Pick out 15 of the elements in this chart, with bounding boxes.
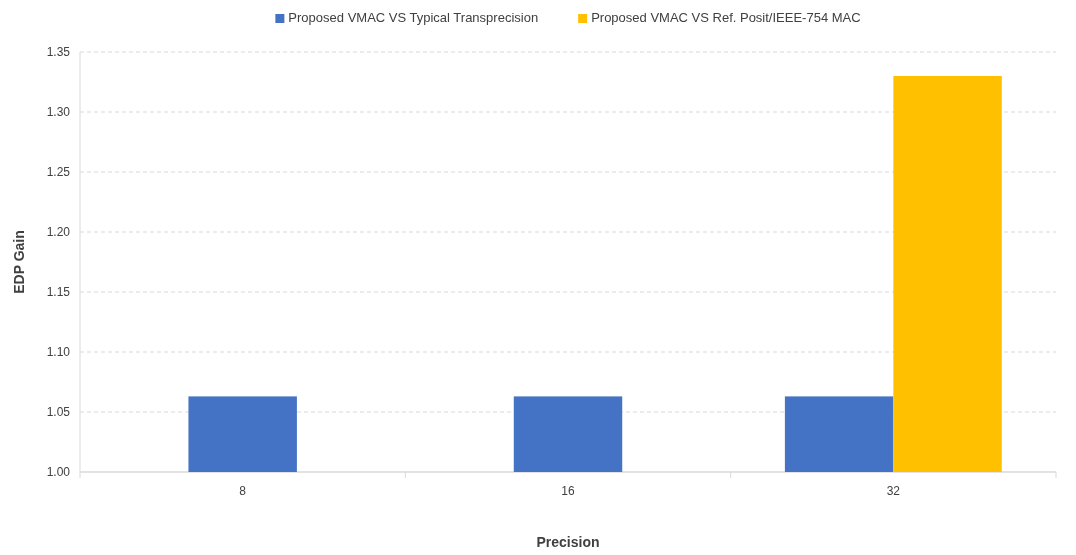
x-axis-title: Precision: [536, 534, 600, 550]
y-tick-label: 1.30: [46, 105, 71, 120]
y-tick-label: 1.20: [46, 225, 71, 240]
y-tick-label: 1.35: [46, 45, 71, 60]
y-axis-title: EDP Gain: [11, 230, 27, 294]
legend-label: Proposed VMAC VS Ref. Posit/IEEE-754 MAC: [591, 10, 861, 25]
y-tick-label: 1.05: [46, 405, 71, 420]
y-tick-label: 1.00: [46, 465, 71, 480]
x-tick-label: 8: [239, 483, 247, 498]
y-tick-label: 1.15: [46, 285, 71, 300]
x-tick-label: 16: [561, 483, 575, 498]
y-tick-label: 1.25: [46, 165, 71, 180]
x-tick-label: 32: [886, 483, 901, 498]
legend-label: Proposed VMAC VS Typical Transprecision: [288, 10, 539, 25]
y-tick-label: 1.10: [46, 345, 71, 360]
